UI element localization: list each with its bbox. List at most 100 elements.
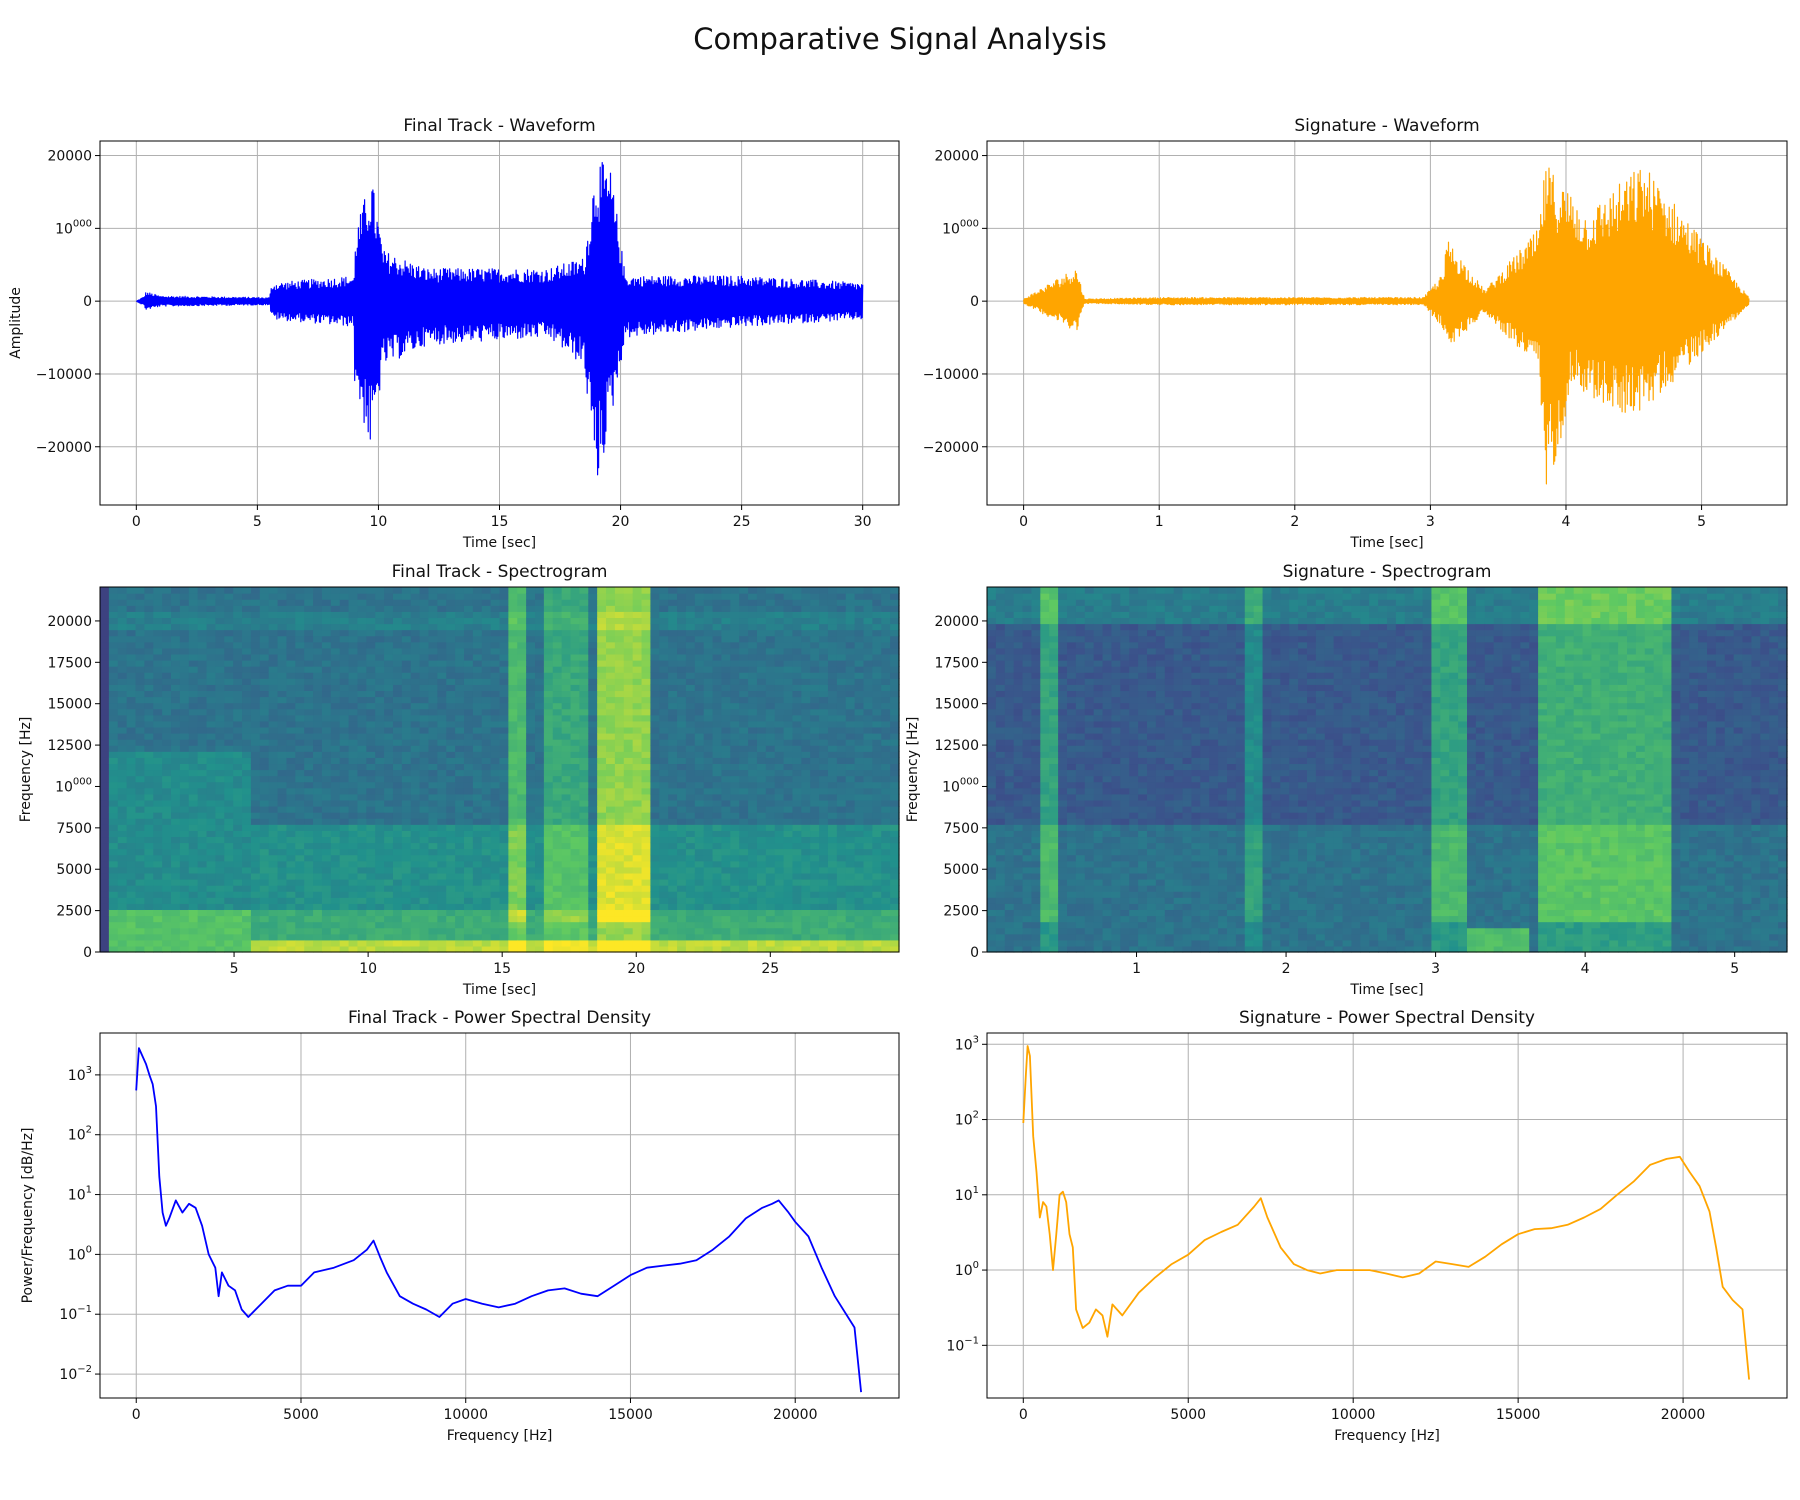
spectrogram-cell (597, 763, 607, 771)
spectrogram-cell (410, 848, 421, 856)
spectrogram-cell (401, 842, 412, 850)
spectrogram-cell (117, 927, 128, 935)
spectrogram-cell (117, 854, 128, 862)
spectrogram-cell (668, 927, 678, 935)
spectrogram-cell (677, 599, 687, 606)
spectrogram-cell (117, 939, 128, 947)
spectrogram-cell (197, 605, 208, 612)
spectrogram-cell (748, 757, 758, 765)
spectrogram-cell (472, 769, 483, 777)
spectrogram-cell (313, 629, 323, 637)
spectrogram-cell (366, 647, 376, 655)
spectrogram-cell (641, 842, 652, 850)
spectrogram-cell (179, 909, 190, 917)
spectrogram-cell (490, 879, 501, 886)
spectrogram-cell (233, 726, 243, 734)
spectrogram-cell (392, 629, 403, 637)
spectrogram-cell (401, 672, 412, 679)
spectrogram-cell (597, 714, 607, 722)
spectrogram-cell (224, 793, 234, 801)
spectrogram-cell (242, 726, 252, 734)
spectrogram-cell (153, 714, 163, 722)
spectrogram-cell (286, 726, 296, 734)
spectrogram-cell (677, 933, 687, 941)
spectrogram-cell (801, 860, 811, 868)
spectrogram-cell (206, 842, 217, 850)
spectrogram-cell (463, 587, 474, 594)
spectrogram-cell (437, 587, 447, 594)
spectrogram-cell (668, 605, 678, 612)
spectrogram-cell (277, 678, 288, 685)
x-tick-label: 10 (370, 514, 388, 530)
spectrogram-cell (197, 733, 208, 740)
spectrogram-cell (455, 726, 465, 734)
spectrogram-cell (561, 739, 572, 746)
spectrogram-cell (490, 818, 501, 825)
spectrogram-cell (375, 678, 385, 685)
spectrogram-cell (579, 702, 589, 710)
spectrogram-cell (597, 812, 607, 819)
spectrogram-cell (570, 824, 580, 831)
spectrogram-cell (783, 939, 794, 947)
spectrogram-cell (321, 909, 332, 917)
spectrogram-cell (668, 647, 678, 655)
spectrogram-cell (313, 842, 323, 850)
spectrogram-cell (526, 927, 536, 935)
spectrogram-cell (179, 587, 190, 594)
spectrogram-cell (233, 848, 243, 856)
spectrogram-cell (295, 891, 305, 898)
spectrogram-cell (144, 842, 154, 850)
spectrogram-cell (748, 866, 758, 874)
spectrogram-cell (623, 787, 634, 795)
spectrogram-cell (295, 635, 305, 643)
spectrogram-cell (295, 647, 305, 655)
spectrogram-cell (685, 629, 696, 637)
spectrogram-cell (153, 690, 163, 698)
spectrogram-cell (268, 751, 279, 758)
spectrogram-cell (313, 666, 323, 673)
spectrogram-cell (712, 921, 723, 929)
spectrogram-cell (126, 945, 137, 953)
spectrogram-cell (428, 672, 438, 679)
spectrogram-cell (712, 690, 723, 698)
spectrogram-cell (144, 860, 154, 868)
spectrogram-cell (801, 812, 811, 819)
spectrogram-cell (552, 909, 563, 917)
spectrogram-cell (694, 629, 705, 637)
spectrogram-cell (401, 793, 412, 801)
x-tick-label: 4 (1562, 514, 1571, 530)
spectrogram-cell (233, 635, 243, 643)
spectrogram-cell (543, 866, 554, 874)
spectrogram-cell (490, 799, 501, 807)
spectrogram-cell (100, 866, 110, 874)
spectrogram-cell (179, 745, 190, 752)
spectrogram-cell (517, 653, 527, 661)
spectrogram-cell (659, 763, 669, 771)
spectrogram-cell (348, 909, 359, 917)
spectrogram-cell (623, 739, 634, 746)
spectrogram-cell (277, 763, 288, 771)
spectrogram-cell (233, 933, 243, 941)
spectrogram-cell (100, 726, 110, 734)
spectrogram-cell (401, 866, 412, 874)
spectrogram-cell (179, 860, 190, 868)
spectrogram-cell (614, 818, 625, 825)
spectrogram-cell (641, 921, 652, 929)
spectrogram-cell (357, 927, 367, 935)
spectrogram-cell (455, 660, 465, 667)
spectrogram-cell (330, 702, 341, 710)
spectrogram-cell (632, 885, 643, 892)
spectrogram-cell (739, 787, 749, 795)
spectrogram-cell (339, 757, 350, 765)
spectrogram-cell (392, 903, 403, 911)
spectrogram-cell (321, 897, 332, 904)
spectrogram-cell (543, 726, 554, 734)
spectrogram-cell (659, 653, 669, 661)
spectrogram-cell (153, 830, 163, 838)
spectrogram-cell (144, 872, 154, 880)
spectrogram-cell (197, 739, 208, 746)
spectrogram-cell (392, 617, 403, 625)
spectrogram-cell (623, 672, 634, 679)
spectrogram-cell (765, 818, 776, 825)
spectrogram-cell (756, 757, 767, 765)
